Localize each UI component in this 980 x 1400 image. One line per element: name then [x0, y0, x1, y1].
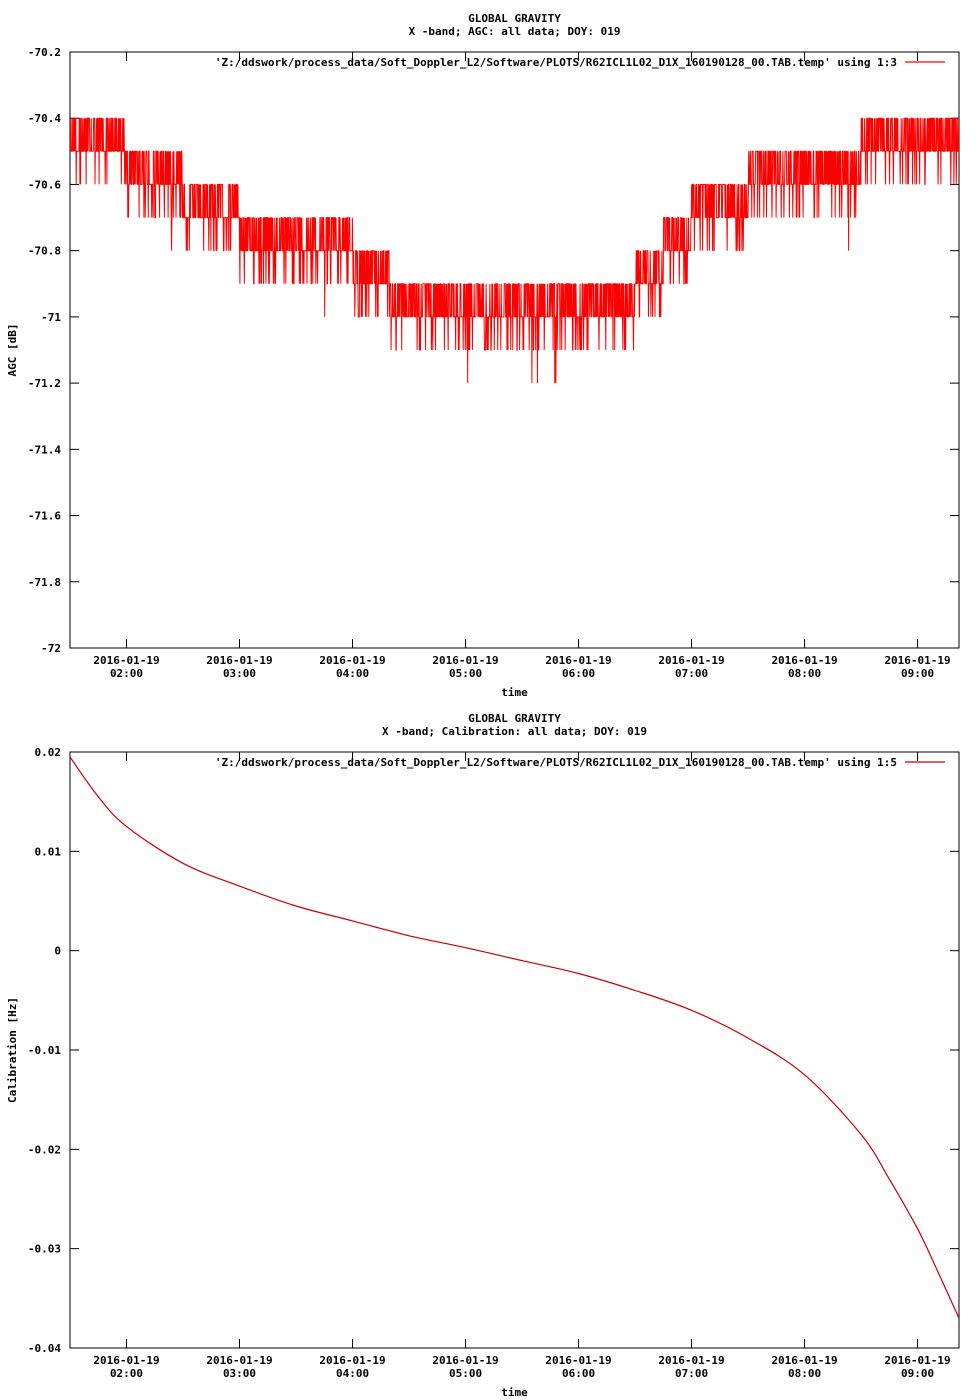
chart-subtitle: X -band; Calibration: all data; DOY: 019 [382, 725, 647, 738]
y-axis-label: Calibration [Hz] [6, 997, 19, 1103]
x-tick-time-label: 09:00 [901, 1367, 934, 1380]
chart-subtitle: X -band; AGC: all data; DOY: 019 [409, 25, 621, 38]
y-tick-label: -70.4 [28, 112, 61, 125]
x-tick-time-label: 07:00 [675, 667, 708, 680]
x-tick-date-label: 2016-01-19 [206, 1354, 272, 1367]
x-tick-date-label: 2016-01-19 [432, 654, 498, 667]
y-tick-label: -0.01 [28, 1044, 61, 1057]
legend-label: 'Z:/ddswork/process_data/Soft_Doppler_L2… [215, 56, 897, 69]
x-tick-time-label: 05:00 [449, 1367, 482, 1380]
x-tick-date-label: 2016-01-19 [658, 654, 724, 667]
x-tick-time-label: 03:00 [223, 667, 256, 680]
x-tick-time-label: 02:00 [110, 1367, 143, 1380]
series-line [70, 117, 959, 384]
y-tick-label: -71.6 [28, 510, 61, 523]
y-tick-label: -70.2 [28, 46, 61, 59]
x-tick-time-label: 04:00 [336, 1367, 369, 1380]
x-tick-date-label: 2016-01-19 [432, 1354, 498, 1367]
x-tick-time-label: 03:00 [223, 1367, 256, 1380]
x-tick-date-label: 2016-01-19 [771, 654, 837, 667]
x-tick-time-label: 08:00 [788, 1367, 821, 1380]
y-tick-label: -71 [41, 311, 61, 324]
x-tick-date-label: 2016-01-19 [319, 654, 385, 667]
x-tick-time-label: 04:00 [336, 667, 369, 680]
x-axis-label: time [501, 1386, 528, 1399]
x-tick-time-label: 02:00 [110, 667, 143, 680]
y-tick-label: -71.4 [28, 443, 61, 456]
x-tick-date-label: 2016-01-19 [884, 654, 950, 667]
y-tick-label: 0 [54, 945, 61, 958]
chart-title: GLOBAL GRAVITY [468, 712, 561, 725]
x-tick-time-label: 05:00 [449, 667, 482, 680]
x-tick-date-label: 2016-01-19 [545, 654, 611, 667]
x-tick-time-label: 07:00 [675, 1367, 708, 1380]
x-tick-date-label: 2016-01-19 [658, 1354, 724, 1367]
x-tick-time-label: 06:00 [562, 667, 595, 680]
x-tick-date-label: 2016-01-19 [884, 1354, 950, 1367]
x-tick-date-label: 2016-01-19 [93, 654, 159, 667]
x-axis-label: time [501, 686, 528, 699]
y-axis-label: AGC [dB] [6, 324, 19, 377]
legend-label: 'Z:/ddswork/process_data/Soft_Doppler_L2… [215, 756, 897, 769]
chart-title: GLOBAL GRAVITY [468, 12, 561, 25]
x-tick-date-label: 2016-01-19 [206, 654, 272, 667]
y-tick-label: -70.8 [28, 245, 61, 258]
y-tick-label: -0.03 [28, 1243, 61, 1256]
x-tick-time-label: 08:00 [788, 667, 821, 680]
x-tick-date-label: 2016-01-19 [319, 1354, 385, 1367]
x-tick-time-label: 06:00 [562, 1367, 595, 1380]
y-tick-label: -0.04 [28, 1342, 61, 1355]
x-tick-time-label: 09:00 [901, 667, 934, 680]
y-tick-label: -71.8 [28, 576, 61, 589]
y-tick-label: -72 [41, 642, 61, 655]
y-tick-label: -0.02 [28, 1143, 61, 1156]
y-tick-label: 0.01 [35, 845, 62, 858]
y-tick-label: -70.6 [28, 178, 61, 191]
y-tick-label: 0.02 [35, 746, 62, 759]
plot-frame [69, 751, 960, 1349]
y-tick-label: -71.2 [28, 377, 61, 390]
x-tick-date-label: 2016-01-19 [771, 1354, 837, 1367]
series-line [70, 756, 959, 1319]
x-tick-date-label: 2016-01-19 [545, 1354, 611, 1367]
x-tick-date-label: 2016-01-19 [93, 1354, 159, 1367]
plot-frame [69, 51, 960, 649]
